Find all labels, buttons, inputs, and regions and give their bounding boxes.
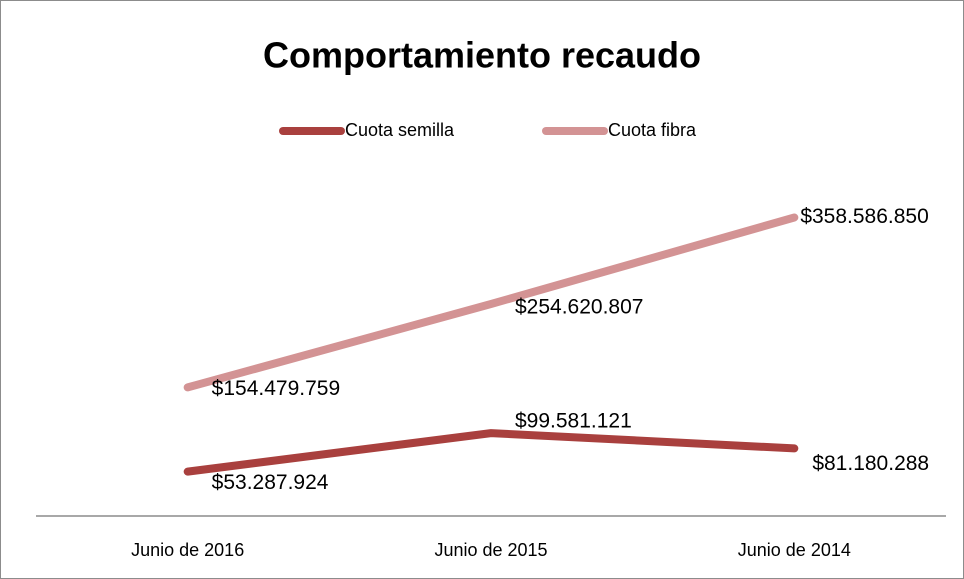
data-label: $254.620.807 [515,296,643,319]
data-label: $154.479.759 [212,377,340,400]
data-label: $99.581.121 [515,410,632,433]
x-tick-label: Junio de 2015 [434,540,547,560]
x-tick-label: Junio de 2016 [131,540,244,560]
series-line [183,429,799,476]
data-label: $81.180.288 [812,452,929,475]
x-tick-label: Junio de 2014 [738,540,851,560]
chart-title: Comportamiento recaudo [263,35,701,76]
series-line [183,213,799,392]
data-label: $358.586.850 [800,205,928,228]
data-label: $53.287.924 [212,471,329,494]
legend-label: Cuota fibra [608,120,697,140]
legend-label: Cuota semilla [345,120,455,140]
